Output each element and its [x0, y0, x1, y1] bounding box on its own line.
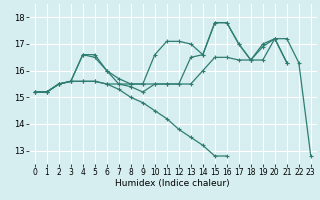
- X-axis label: Humidex (Indice chaleur): Humidex (Indice chaleur): [116, 179, 230, 188]
